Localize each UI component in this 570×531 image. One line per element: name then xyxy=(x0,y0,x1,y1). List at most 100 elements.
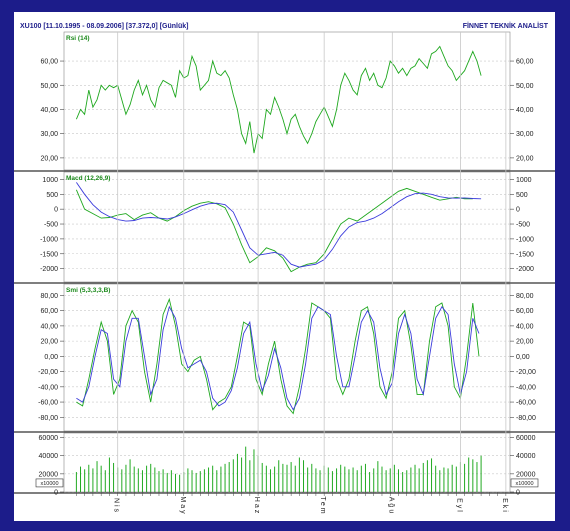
volume-bar xyxy=(398,469,399,492)
volume-bar xyxy=(133,466,135,492)
volume-multiplier-box-right xyxy=(510,478,539,488)
volume-bar xyxy=(166,472,168,492)
volume-bar xyxy=(439,470,441,492)
chart-frame: XU100 [11.10.1995 - 08.09.2006] [37.372,… xyxy=(14,12,555,521)
volume-bar xyxy=(269,469,271,492)
volume-bar xyxy=(298,457,300,492)
volume-bar xyxy=(113,462,115,492)
macd-tick-label-right: -1500 xyxy=(516,251,534,258)
volume-bar xyxy=(286,464,288,492)
volume-bar xyxy=(170,470,172,492)
volume-bar xyxy=(265,465,267,492)
macd-tick-label-right: -500 xyxy=(516,222,530,229)
volume-bar xyxy=(241,457,243,492)
chart-header-title: XU100 [11.10.1995 - 08.09.2006] [37.372,… xyxy=(20,23,189,30)
volume-bar xyxy=(208,467,210,492)
volume-bar xyxy=(88,464,90,492)
volume-bar xyxy=(364,463,366,492)
volume-bar xyxy=(389,468,391,492)
volume-bar xyxy=(480,455,482,492)
volume-bar xyxy=(203,469,205,492)
volume-bar xyxy=(104,470,106,492)
volume-bar xyxy=(414,464,416,492)
volume-bar xyxy=(464,463,466,492)
rsi-panel-title: Rsi (14) xyxy=(66,35,89,42)
smi-plot-frame xyxy=(63,283,511,432)
volume-multiplier-right: x10000 xyxy=(515,481,533,487)
volume-bar xyxy=(187,468,189,492)
volume-bar xyxy=(418,468,420,492)
volume-bar xyxy=(402,472,404,492)
volume-bar xyxy=(80,466,82,492)
volume-bar xyxy=(224,463,226,492)
rsi-tick-label-right: 30,00 xyxy=(516,131,534,138)
macd-tick-label-left: 0 xyxy=(54,207,58,214)
smi-tick-label-right: 80,00 xyxy=(516,293,534,300)
volume-bar xyxy=(381,466,383,492)
volume-bar xyxy=(249,460,251,492)
macd-tick-label-left: -2000 xyxy=(40,266,58,273)
x-axis-month-label: Tem xyxy=(319,496,326,515)
volume-bar xyxy=(191,470,193,492)
volume-tick-label-left: 0 xyxy=(54,490,58,497)
volume-bar xyxy=(352,467,354,492)
smi-series-line-0 xyxy=(76,297,480,415)
volume-bar xyxy=(435,465,437,492)
macd-tick-label-right: -1000 xyxy=(516,236,534,243)
volume-bar xyxy=(162,469,164,492)
macd-tick-label-left: 500 xyxy=(46,192,58,199)
chart-background xyxy=(14,12,555,521)
smi-tick-label-right: 40,00 xyxy=(516,323,534,330)
x-axis-month-label: Eyl xyxy=(455,498,462,514)
volume-bar xyxy=(373,468,375,492)
rsi-tick-label-left: 20,00 xyxy=(40,155,58,162)
volume-bar xyxy=(278,460,280,492)
x-axis-month-label: May xyxy=(179,496,186,515)
volume-multiplier-left: x10000 xyxy=(40,481,58,487)
macd-series-line-1 xyxy=(76,182,482,268)
volume-bar xyxy=(331,471,333,492)
volume-tick-label-left: 60000 xyxy=(39,435,59,442)
volume-bar xyxy=(294,465,296,492)
volume-bar xyxy=(154,467,156,492)
volume-bar xyxy=(146,465,148,492)
volume-bar xyxy=(125,464,127,492)
rsi-series-line-0 xyxy=(75,45,482,154)
macd-tick-label-right: 0 xyxy=(516,207,520,214)
volume-bar xyxy=(369,472,371,492)
volume-bar xyxy=(393,464,395,492)
x-axis-month-label: Haz xyxy=(253,497,260,515)
volume-bar xyxy=(311,463,313,492)
rsi-tick-label-right: 40,00 xyxy=(516,107,534,114)
macd-tick-label-right: 500 xyxy=(516,192,528,199)
macd-tick-label-right: 1000 xyxy=(516,177,532,184)
smi-tick-label-right: -20,00 xyxy=(516,369,536,376)
rsi-tick-label-left: 40,00 xyxy=(40,107,58,114)
volume-bar xyxy=(468,457,470,492)
volume-bar xyxy=(315,468,317,492)
smi-tick-label-right: 60,00 xyxy=(516,308,534,315)
macd-tick-label-left: -1500 xyxy=(40,251,58,258)
macd-tick-label-left: 1000 xyxy=(42,177,58,184)
volume-bar xyxy=(175,473,176,492)
volume-bar xyxy=(121,469,123,492)
volume-bar xyxy=(290,462,292,492)
volume-multiplier-box-left xyxy=(35,478,64,488)
volume-bar xyxy=(236,453,238,492)
volume-bar xyxy=(261,462,263,492)
volume-tick-label-left: 20000 xyxy=(39,471,59,478)
macd-plot-frame xyxy=(63,171,511,283)
volume-bar xyxy=(447,468,449,492)
volume-bar xyxy=(356,470,358,492)
smi-tick-label-left: -80,00 xyxy=(38,415,58,422)
volume-bar xyxy=(232,459,234,492)
macd-panel-title: Macd (12,26,9) xyxy=(66,175,110,182)
x-axis: Nis May Haz Tem Ağu Eyl Eki xyxy=(76,32,508,516)
x-axis-month-label: Ağu xyxy=(387,497,394,515)
volume-bar xyxy=(455,466,457,492)
volume-bar xyxy=(129,459,131,492)
volume-bar xyxy=(431,458,433,492)
volume-bar xyxy=(336,468,338,492)
volume-bar xyxy=(150,463,152,492)
volume-bar xyxy=(327,467,329,492)
